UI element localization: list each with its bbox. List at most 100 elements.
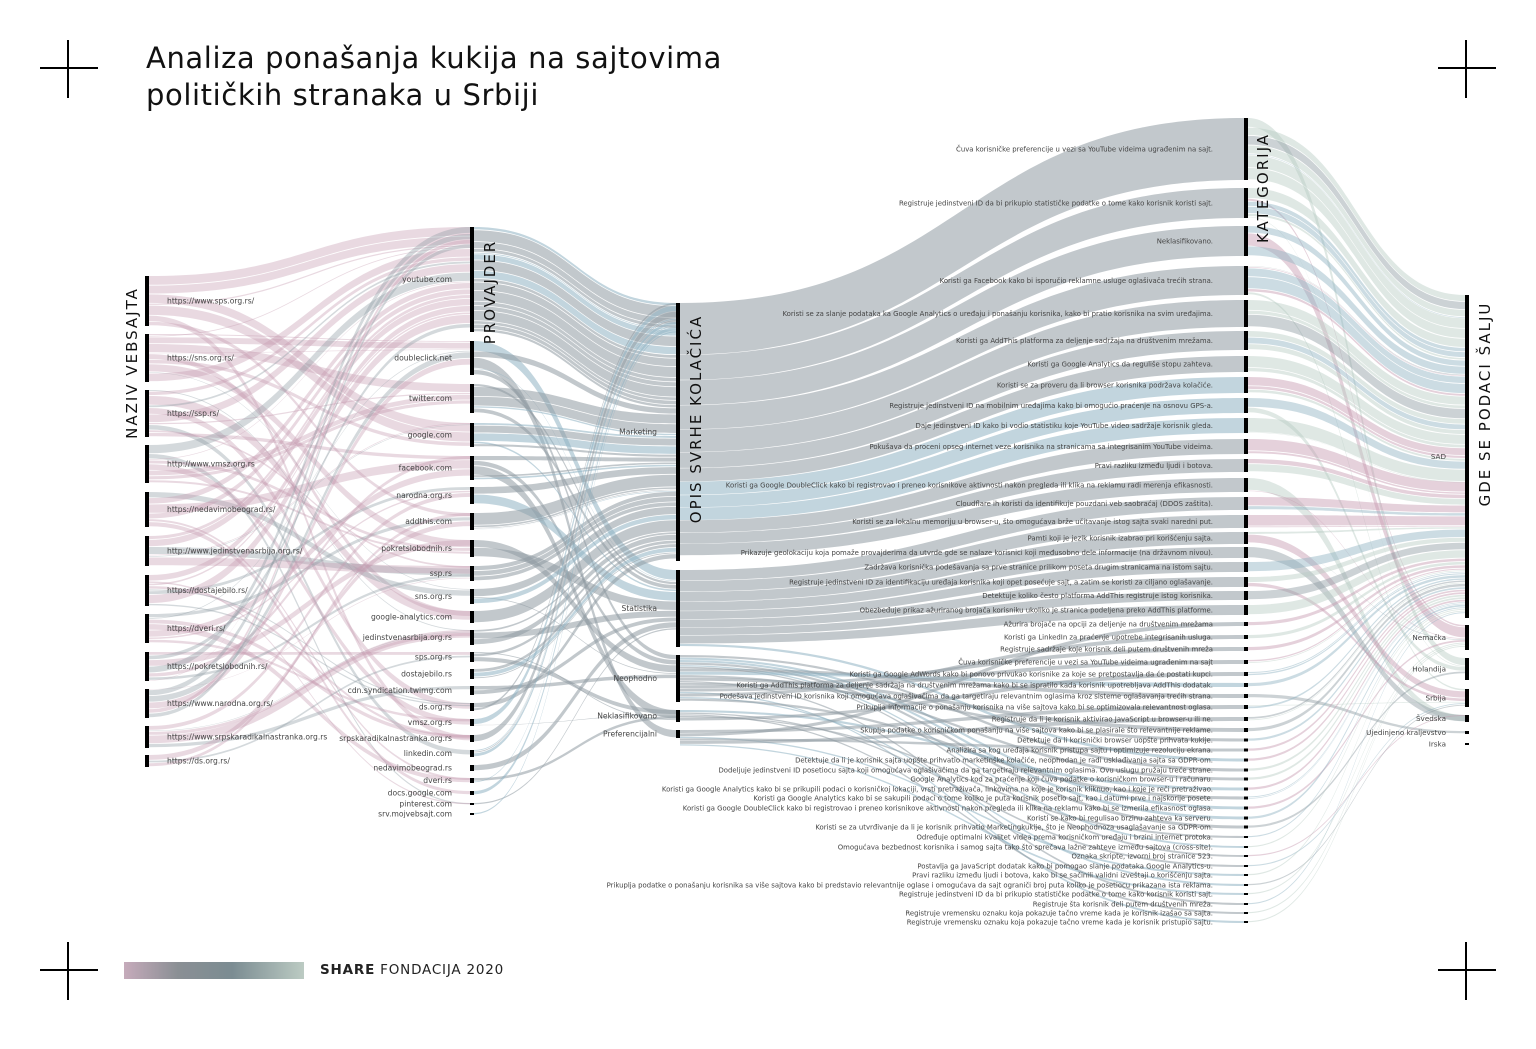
website-node[interactable] [145, 755, 149, 767]
description-node[interactable] [1244, 532, 1248, 544]
provider-node[interactable] [470, 703, 474, 711]
description-node[interactable] [1244, 547, 1248, 558]
provider-node[interactable] [470, 669, 474, 679]
provider-node[interactable] [470, 341, 474, 375]
description-node[interactable] [1244, 728, 1248, 732]
description-node[interactable] [1244, 497, 1248, 510]
description-node[interactable] [1244, 748, 1248, 752]
description-node[interactable] [1244, 777, 1248, 781]
description-node[interactable] [1244, 796, 1248, 800]
description-node[interactable] [1244, 377, 1248, 393]
description-node[interactable] [1244, 577, 1248, 587]
website-node[interactable] [145, 536, 149, 566]
website-node[interactable] [145, 614, 149, 643]
provider-node[interactable] [470, 566, 474, 581]
country-node[interactable] [1465, 715, 1469, 722]
description-node[interactable] [1244, 738, 1248, 742]
category-node[interactable] [676, 570, 680, 647]
website-node[interactable] [145, 689, 149, 718]
provider-node[interactable] [470, 719, 474, 726]
provider-node[interactable] [470, 686, 474, 695]
description-node[interactable] [1244, 635, 1248, 639]
description-node[interactable] [1244, 903, 1248, 905]
description-node[interactable] [1244, 694, 1248, 698]
description-node[interactable] [1244, 717, 1248, 721]
description-node[interactable] [1244, 605, 1248, 615]
description-node[interactable] [1244, 683, 1248, 687]
provider-node[interactable] [470, 384, 474, 413]
provider-node[interactable] [470, 813, 474, 815]
description-node[interactable] [1244, 622, 1248, 626]
provider-node[interactable] [470, 652, 474, 662]
country-node[interactable] [1465, 731, 1469, 734]
provider-node[interactable] [470, 513, 474, 530]
description-node[interactable] [1244, 418, 1248, 433]
description-node[interactable] [1244, 188, 1248, 218]
website-node[interactable] [145, 652, 149, 681]
provider-node[interactable] [470, 540, 474, 557]
provider-node[interactable] [470, 589, 474, 604]
website-node[interactable] [145, 276, 149, 326]
description-node[interactable] [1244, 672, 1248, 676]
description-node[interactable] [1244, 816, 1248, 820]
provider-node[interactable] [470, 778, 474, 783]
website-node[interactable] [145, 575, 149, 606]
description-node[interactable] [1244, 266, 1248, 295]
description-node[interactable] [1244, 591, 1248, 600]
website-node[interactable] [145, 726, 149, 748]
description-node[interactable] [1244, 787, 1248, 791]
country-node[interactable] [1465, 689, 1469, 707]
description-node[interactable] [1244, 874, 1248, 876]
description-node[interactable] [1244, 647, 1248, 651]
description-node[interactable] [1244, 836, 1248, 838]
description-node[interactable] [1244, 300, 1248, 327]
description-node[interactable] [1244, 515, 1248, 528]
description-node[interactable] [1244, 758, 1248, 762]
description-node[interactable] [1244, 660, 1248, 664]
description-node[interactable] [1244, 921, 1248, 923]
category-node[interactable] [676, 303, 680, 561]
website-node[interactable] [145, 334, 149, 382]
provider-node[interactable] [470, 803, 474, 805]
description-node[interactable] [1244, 356, 1248, 372]
description-node[interactable] [1244, 855, 1248, 857]
description-node[interactable] [1244, 884, 1248, 886]
provider-node[interactable] [470, 765, 474, 771]
provider-node[interactable] [470, 750, 474, 757]
provider-node[interactable] [470, 735, 474, 742]
description-node[interactable] [1244, 331, 1248, 350]
description-node[interactable] [1244, 439, 1248, 454]
provider-node[interactable] [470, 487, 474, 504]
description-node[interactable] [1244, 398, 1248, 413]
category-node[interactable] [676, 730, 680, 738]
description-node[interactable] [1244, 118, 1248, 180]
description-node[interactable] [1244, 806, 1248, 810]
country-node[interactable] [1465, 625, 1469, 650]
website-node[interactable] [145, 445, 149, 483]
description-node[interactable] [1244, 893, 1248, 895]
description-node[interactable] [1244, 825, 1248, 829]
provider-node[interactable] [470, 423, 474, 447]
flow-link [1248, 389, 1465, 461]
country-node[interactable] [1465, 295, 1469, 618]
description-node[interactable] [1244, 562, 1248, 572]
provider-node[interactable] [470, 630, 474, 645]
provider-node[interactable] [470, 791, 474, 795]
description-node[interactable] [1244, 459, 1248, 472]
website-node[interactable] [145, 492, 149, 527]
provider-node[interactable] [470, 227, 474, 332]
description-node[interactable] [1244, 865, 1248, 867]
country-node[interactable] [1465, 743, 1469, 745]
description-node[interactable] [1244, 768, 1248, 772]
description-node[interactable] [1244, 846, 1248, 848]
description-node[interactable] [1244, 226, 1248, 256]
website-node[interactable] [145, 390, 149, 437]
category-node[interactable] [676, 710, 680, 722]
category-node[interactable] [676, 655, 680, 702]
description-node[interactable] [1244, 705, 1248, 709]
description-node[interactable] [1244, 478, 1248, 492]
country-node[interactable] [1465, 658, 1469, 680]
provider-node[interactable] [470, 611, 474, 623]
description-node[interactable] [1244, 912, 1248, 914]
provider-node[interactable] [470, 456, 474, 480]
